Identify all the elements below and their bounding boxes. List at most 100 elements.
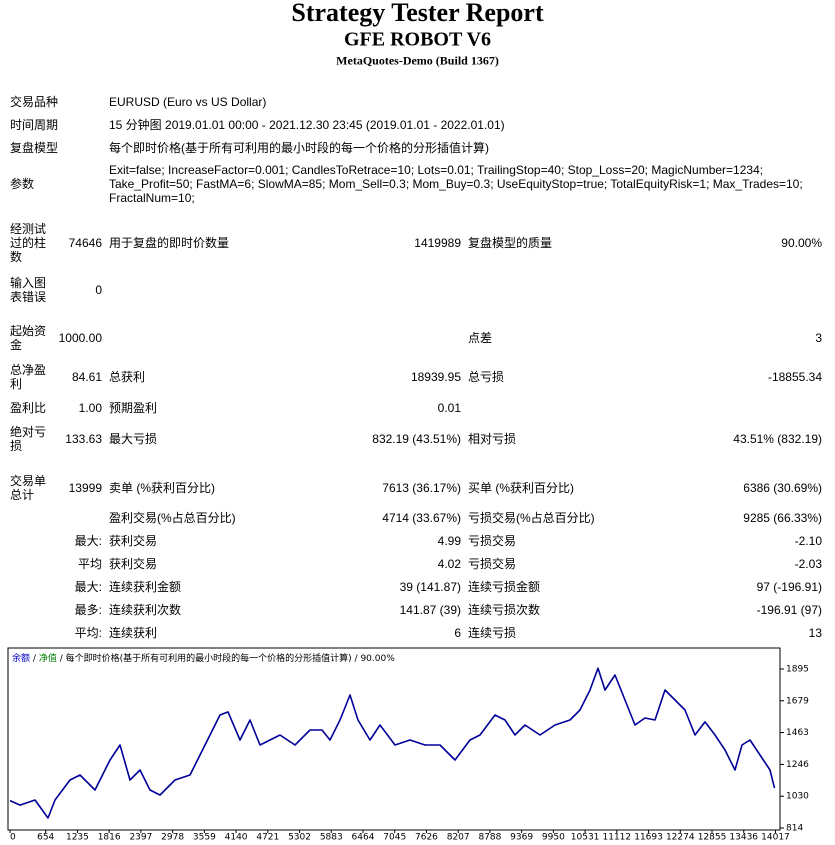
stat-value2: 7613 (36.17%) — [382, 481, 461, 495]
stat-value3: -196.91 (97) — [756, 603, 822, 617]
x-tick-label: 7626 — [415, 833, 438, 843]
x-tick-label: 654 — [37, 833, 54, 843]
stat-value3: 9285 (66.33%) — [743, 511, 822, 525]
stat-label: 经测试过的柱数 — [10, 222, 47, 264]
x-tick-label: 1235 — [66, 833, 89, 843]
stat-value2: 6 — [454, 626, 461, 640]
stat-label: 起始资金 — [10, 324, 47, 352]
stat-label: 绝对亏损 — [10, 425, 47, 453]
separator: / — [355, 654, 359, 664]
x-tick-label: 4140 — [225, 833, 248, 843]
stat-value2: 39 (141.87) — [399, 580, 461, 594]
y-tick-label: 1895 — [786, 664, 809, 674]
x-tick-label: 3559 — [193, 833, 216, 843]
legend-equity: 净值 — [39, 652, 57, 664]
stat-prefix: 平均 — [77, 557, 102, 571]
stat-value: 133.63 — [65, 432, 102, 446]
stat-value2: 4.02 — [437, 557, 461, 571]
stat-prefix: 平均: — [74, 626, 102, 640]
stat-label2: 连续获利金额 — [109, 580, 182, 594]
chart-frame — [7, 647, 781, 831]
x-tick-label: 11112 — [603, 833, 632, 843]
info-value: 每个即时价格(基于所有可利用的最小时段的每一个价格的分形插值计算) — [109, 141, 489, 155]
stat-label: 交易单总计 — [10, 474, 47, 502]
stat-value2: 4714 (33.67%) — [382, 511, 461, 525]
balance-line — [9, 667, 776, 819]
stat-label3: 连续亏损 — [468, 626, 517, 640]
robot-name: GFE ROBOT V6 — [343, 28, 492, 51]
stat-label3: 连续亏损金额 — [468, 580, 541, 594]
stat-value3: 3 — [815, 331, 822, 345]
stat-value: 1.00 — [78, 401, 102, 415]
x-tick-label: 8207 — [447, 833, 470, 843]
y-tick-label: 1463 — [786, 728, 809, 738]
stat-label3: 连续亏损次数 — [468, 603, 541, 617]
model-name: 每个即时价格(基于所有可利用的最小时段的每一个价格的分形插值计算) — [66, 652, 352, 664]
stat-prefix: 最大: — [74, 580, 102, 594]
stat-value3: 90.00% — [781, 236, 822, 250]
stat-value2: 832.19 (43.51%) — [372, 432, 461, 446]
stat-label: 总净盈利 — [10, 363, 47, 391]
stat-label2: 获利交易 — [109, 534, 158, 548]
x-tick-label: 10531 — [571, 833, 600, 843]
x-tick-label: 6464 — [352, 833, 375, 843]
stat-prefix: 最大: — [74, 534, 102, 548]
model-quality: 90.00% — [360, 654, 395, 664]
stat-value3: -2.10 — [794, 534, 822, 548]
stat-value3: 6386 (30.69%) — [743, 481, 822, 495]
info-label: 复盘模型 — [10, 141, 59, 155]
stat-value3: -2.03 — [794, 557, 822, 571]
stat-label2: 获利交易 — [109, 557, 158, 571]
stat-label2: 连续获利 — [109, 626, 158, 640]
stat-value: 13999 — [68, 481, 102, 495]
balance-chart: 余额 / 净值 / 每个即时价格(基于所有可利用的最小时段的每一个价格的分形插值… — [7, 647, 809, 843]
stat-value: 84.61 — [71, 370, 102, 384]
info-value: 15 分钟图 2019.01.01 00:00 - 2021.12.30 23:… — [109, 118, 505, 132]
stat-value3: 97 (-196.91) — [756, 580, 822, 594]
x-tick-label: 14017 — [761, 833, 790, 843]
stat-value2: 1419989 — [414, 236, 461, 250]
stat-label2: 连续获利次数 — [109, 603, 182, 617]
x-tick-label: 2397 — [129, 833, 152, 843]
x-tick-label: 1816 — [98, 833, 121, 843]
x-tick-label: 2978 — [161, 833, 184, 843]
stat-label2: 总获利 — [109, 370, 146, 384]
stat-label: 盈利比 — [10, 401, 47, 415]
y-tick-label: 1246 — [786, 760, 809, 770]
stat-label2: 卖单 (%获利百分比) — [109, 481, 215, 495]
separator: / — [33, 654, 37, 664]
stat-label3: 相对亏损 — [468, 432, 517, 446]
legend-balance: 余额 — [12, 652, 30, 664]
stat-label3: 亏损交易(%占总百分比) — [468, 511, 595, 525]
x-tick-label: 8788 — [478, 833, 501, 843]
stat-prefix: 最多: — [74, 603, 102, 617]
stat-value3: -18855.34 — [767, 370, 822, 384]
info-label: 参数 — [10, 177, 35, 191]
stat-value3: 13 — [808, 626, 822, 640]
stat-label3: 亏损交易 — [468, 534, 517, 548]
x-tick-label: 9950 — [542, 833, 565, 843]
stat-label2: 用于复盘的即时价数量 — [109, 236, 230, 250]
build-info: MetaQuotes-Demo (Build 1367) — [336, 53, 499, 68]
x-tick-label: 5302 — [288, 833, 311, 843]
stat-value: 0 — [95, 283, 102, 297]
stat-value3: 43.51% (832.19) — [733, 432, 822, 446]
stat-label3: 复盘模型的质量 — [468, 236, 553, 250]
x-tick-label: 13436 — [729, 833, 758, 843]
stat-label2: 预期盈利 — [109, 401, 158, 415]
x-tick-label: 12855 — [698, 833, 727, 843]
stat-label2: 最大亏损 — [109, 432, 158, 446]
stat-label3: 买单 (%获利百分比) — [468, 481, 574, 495]
info-value: EURUSD (Euro vs US Dollar) — [109, 95, 267, 109]
x-tick-label: 4721 — [256, 833, 279, 843]
x-tick-label: 11693 — [634, 833, 663, 843]
report-title: Strategy Tester Report — [291, 0, 544, 27]
stat-label: 输入图表错误 — [10, 276, 47, 304]
stat-value: 1000.00 — [58, 331, 102, 345]
x-tick-label: 9369 — [510, 833, 533, 843]
separator: / — [60, 654, 64, 664]
stat-label3: 点差 — [468, 331, 493, 345]
y-tick-label: 1679 — [786, 696, 809, 706]
stat-value: 74646 — [68, 236, 102, 250]
